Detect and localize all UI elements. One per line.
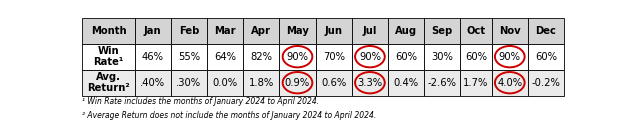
Text: Win
Rate¹: Win Rate¹ xyxy=(93,46,124,67)
Bar xyxy=(352,44,388,70)
Text: -2.6%: -2.6% xyxy=(428,78,457,88)
Bar xyxy=(352,18,388,44)
Bar xyxy=(316,44,352,70)
Bar xyxy=(207,70,243,96)
Bar xyxy=(134,44,171,70)
Bar xyxy=(83,18,134,44)
Text: Aug: Aug xyxy=(395,26,417,36)
Bar xyxy=(243,44,280,70)
Text: Apr: Apr xyxy=(252,26,271,36)
Bar xyxy=(424,44,460,70)
Text: Dec: Dec xyxy=(536,26,556,36)
Bar xyxy=(134,18,171,44)
Text: May: May xyxy=(286,26,309,36)
Text: Jan: Jan xyxy=(144,26,161,36)
Bar xyxy=(83,44,134,70)
Text: Nov: Nov xyxy=(499,26,520,36)
Text: 60%: 60% xyxy=(395,52,417,62)
Text: 46%: 46% xyxy=(141,52,164,62)
Text: 82%: 82% xyxy=(250,52,272,62)
Bar xyxy=(243,18,280,44)
Text: 0.4%: 0.4% xyxy=(394,78,419,88)
Bar xyxy=(528,18,564,44)
Bar xyxy=(424,70,460,96)
Bar xyxy=(171,70,207,96)
Bar xyxy=(280,18,316,44)
Bar xyxy=(316,18,352,44)
Text: 30%: 30% xyxy=(431,52,453,62)
Bar xyxy=(207,44,243,70)
Bar xyxy=(243,70,280,96)
Text: ¹ Win Rate includes the months of January 2024 to April 2024.: ¹ Win Rate includes the months of Januar… xyxy=(83,97,319,106)
Text: Oct: Oct xyxy=(467,26,486,36)
Text: Jun: Jun xyxy=(324,26,342,36)
Text: 60%: 60% xyxy=(465,52,487,62)
Bar xyxy=(207,18,243,44)
Text: 64%: 64% xyxy=(214,52,236,62)
Bar xyxy=(388,18,424,44)
Bar xyxy=(388,44,424,70)
Bar xyxy=(171,18,207,44)
Text: 3.3%: 3.3% xyxy=(357,78,383,88)
Text: Jul: Jul xyxy=(363,26,377,36)
Text: Sep: Sep xyxy=(432,26,453,36)
Text: 90%: 90% xyxy=(499,52,521,62)
Bar xyxy=(492,44,528,70)
Bar xyxy=(460,44,492,70)
Text: Feb: Feb xyxy=(179,26,199,36)
Bar xyxy=(134,70,171,96)
Bar xyxy=(316,70,352,96)
Bar xyxy=(460,18,492,44)
Bar xyxy=(352,70,388,96)
Bar xyxy=(280,70,316,96)
Text: 1.7%: 1.7% xyxy=(463,78,489,88)
Text: 0.0%: 0.0% xyxy=(212,78,237,88)
Text: -0.2%: -0.2% xyxy=(532,78,561,88)
Text: .30%: .30% xyxy=(176,78,202,88)
Bar xyxy=(280,44,316,70)
Bar xyxy=(460,70,492,96)
Bar xyxy=(83,70,134,96)
Bar xyxy=(424,18,460,44)
Bar xyxy=(528,70,564,96)
Text: 90%: 90% xyxy=(287,52,308,62)
Text: Avg.
Return²: Avg. Return² xyxy=(87,72,130,93)
Bar xyxy=(171,44,207,70)
Bar xyxy=(388,70,424,96)
Text: 1.8%: 1.8% xyxy=(249,78,274,88)
Bar xyxy=(528,44,564,70)
Text: Mar: Mar xyxy=(214,26,236,36)
Text: 0.9%: 0.9% xyxy=(285,78,310,88)
Bar xyxy=(492,70,528,96)
Text: 90%: 90% xyxy=(359,52,381,62)
Text: Month: Month xyxy=(91,26,126,36)
Text: ² Average Return does not include the months of January 2024 to April 2024.: ² Average Return does not include the mo… xyxy=(83,111,377,120)
Text: .40%: .40% xyxy=(140,78,165,88)
Text: 0.6%: 0.6% xyxy=(321,78,346,88)
Text: 55%: 55% xyxy=(178,52,200,62)
Bar xyxy=(492,18,528,44)
Text: 60%: 60% xyxy=(535,52,557,62)
Text: 70%: 70% xyxy=(323,52,345,62)
Text: 4.0%: 4.0% xyxy=(497,78,522,88)
